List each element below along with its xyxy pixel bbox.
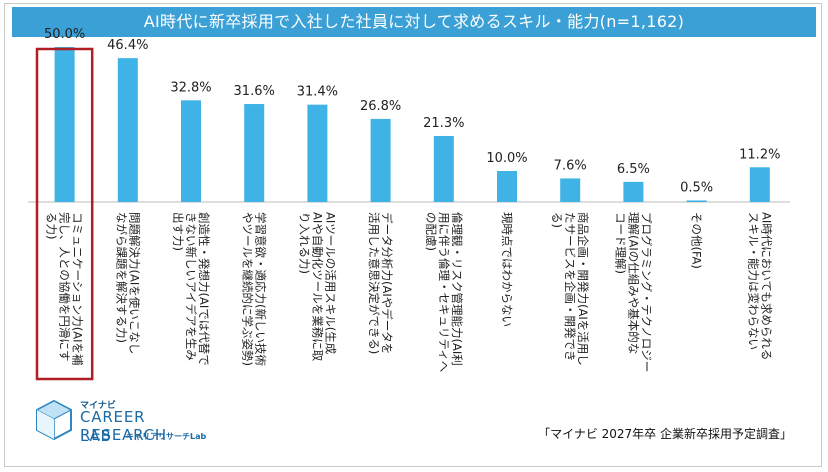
- chart-title: AI時代に新卒採用で入社した社員に対して求めるスキル・能力(n=1,162): [12, 7, 816, 37]
- value-label-10: 6.5%: [617, 162, 650, 177]
- category-label-9-line-2: たサービスを企画・開発でき: [563, 212, 577, 362]
- value-label-8: 10.0%: [486, 151, 527, 166]
- cube-logo-icon: [35, 399, 73, 441]
- value-label-3: 32.8%: [170, 80, 211, 95]
- category-label-7-line-2: 用に伴う倫理・セキュリティへ: [437, 212, 451, 372]
- category-label-3-line-2: きない新しいアイデアを生み: [184, 212, 198, 361]
- logo-sub: キャリアリサーチLab: [126, 432, 207, 441]
- category-label-1-line-2: 完し、人との協働を円滑にす: [58, 212, 72, 362]
- bar-5: [307, 104, 328, 202]
- bar-7: [433, 135, 454, 202]
- category-label-5-line-3: り入れる力): [297, 212, 311, 274]
- value-label-4: 31.6%: [234, 84, 275, 99]
- value-label-7: 21.3%: [423, 116, 464, 131]
- career-research-lab-logo: マイナビ CAREER RESEARCH LAB キャリアリサーチLab: [34, 398, 234, 448]
- value-label-11: 0.5%: [680, 180, 713, 195]
- bar-11: [686, 200, 707, 202]
- category-label-8: 現時点ではわからない: [500, 212, 514, 327]
- logo-line1: CAREER RESEARCH: [80, 408, 167, 444]
- category-label-2-line-1: 問題解決力(AIを使いこなし: [127, 212, 141, 354]
- value-label-12: 11.2%: [739, 147, 780, 162]
- bar-12: [749, 167, 770, 202]
- bar-3: [181, 100, 201, 202]
- category-label-8-line-1: 現時点ではわからない: [500, 212, 514, 327]
- category-label-1-line-3: る力): [45, 212, 59, 240]
- category-label-9-line-1: 商品企画・開発力(AIを活用し: [576, 212, 590, 366]
- bar-4: [244, 104, 265, 202]
- logo-line2: LAB: [80, 427, 112, 445]
- category-label-1-line-1: コミュニケーション力(AIを補: [71, 212, 85, 366]
- category-label-12-line-1: AI時代においても求められる: [759, 212, 773, 360]
- chart-frame: [4, 3, 822, 467]
- value-label-1: 50.0%: [44, 27, 85, 42]
- category-label-11-line-1: その他(FA): [690, 212, 704, 269]
- category-label-10-line-3: コード理解): [613, 212, 627, 274]
- category-label-9-line-3: る): [550, 212, 564, 228]
- category-label-7-line-3: の配慮): [424, 212, 438, 251]
- category-label-10-line-1: プログラミング・テクノロジー: [639, 212, 653, 372]
- category-label-6-line-2: 活用した意思決定ができる): [367, 212, 381, 354]
- category-label-2-line-2: ながら課題を解決する力): [114, 212, 128, 343]
- category-label-7-line-1: 倫理観・リスク管理能力(AI利: [450, 212, 464, 366]
- category-label-4-line-2: やツールを継続的に学ぶ姿勢): [241, 212, 255, 366]
- category-label-4-line-1: 学習意欲・適応力(新しい技術: [254, 212, 268, 366]
- bar-2: [117, 58, 138, 202]
- category-label-12-line-2: スキル・能力は変わらない: [746, 212, 760, 350]
- bar-8: [497, 171, 517, 202]
- value-label-2: 46.4%: [107, 38, 148, 53]
- category-label-3-line-3: 出す力): [171, 212, 185, 251]
- logo-brand: マイナビ: [80, 401, 116, 411]
- category-label-3-line-1: 創造性・発想力(AIでは代替で: [197, 212, 211, 366]
- bar-6: [370, 118, 391, 202]
- value-label-6: 26.8%: [360, 99, 401, 114]
- category-label-5-line-1: AIツールの活用スキル(生成: [323, 212, 337, 355]
- source-note: 「マイナビ 2027年卒 企業新卒採用予定調査」: [538, 427, 792, 441]
- category-label-5-line-2: AIや自動化ツールを業務に取: [310, 212, 324, 362]
- value-label-9: 7.6%: [554, 158, 587, 173]
- bar-1: [54, 47, 75, 202]
- category-label-11: その他(FA): [690, 212, 704, 269]
- value-label-5: 31.4%: [297, 85, 338, 100]
- category-label-6-line-1: データ分析力(AIやデータを: [380, 212, 394, 354]
- category-label-10-line-2: 理解(AIの仕組みや基本的な: [626, 212, 640, 354]
- bar-10: [623, 181, 644, 202]
- bar-9: [560, 178, 581, 202]
- highlight-box: [35, 47, 94, 381]
